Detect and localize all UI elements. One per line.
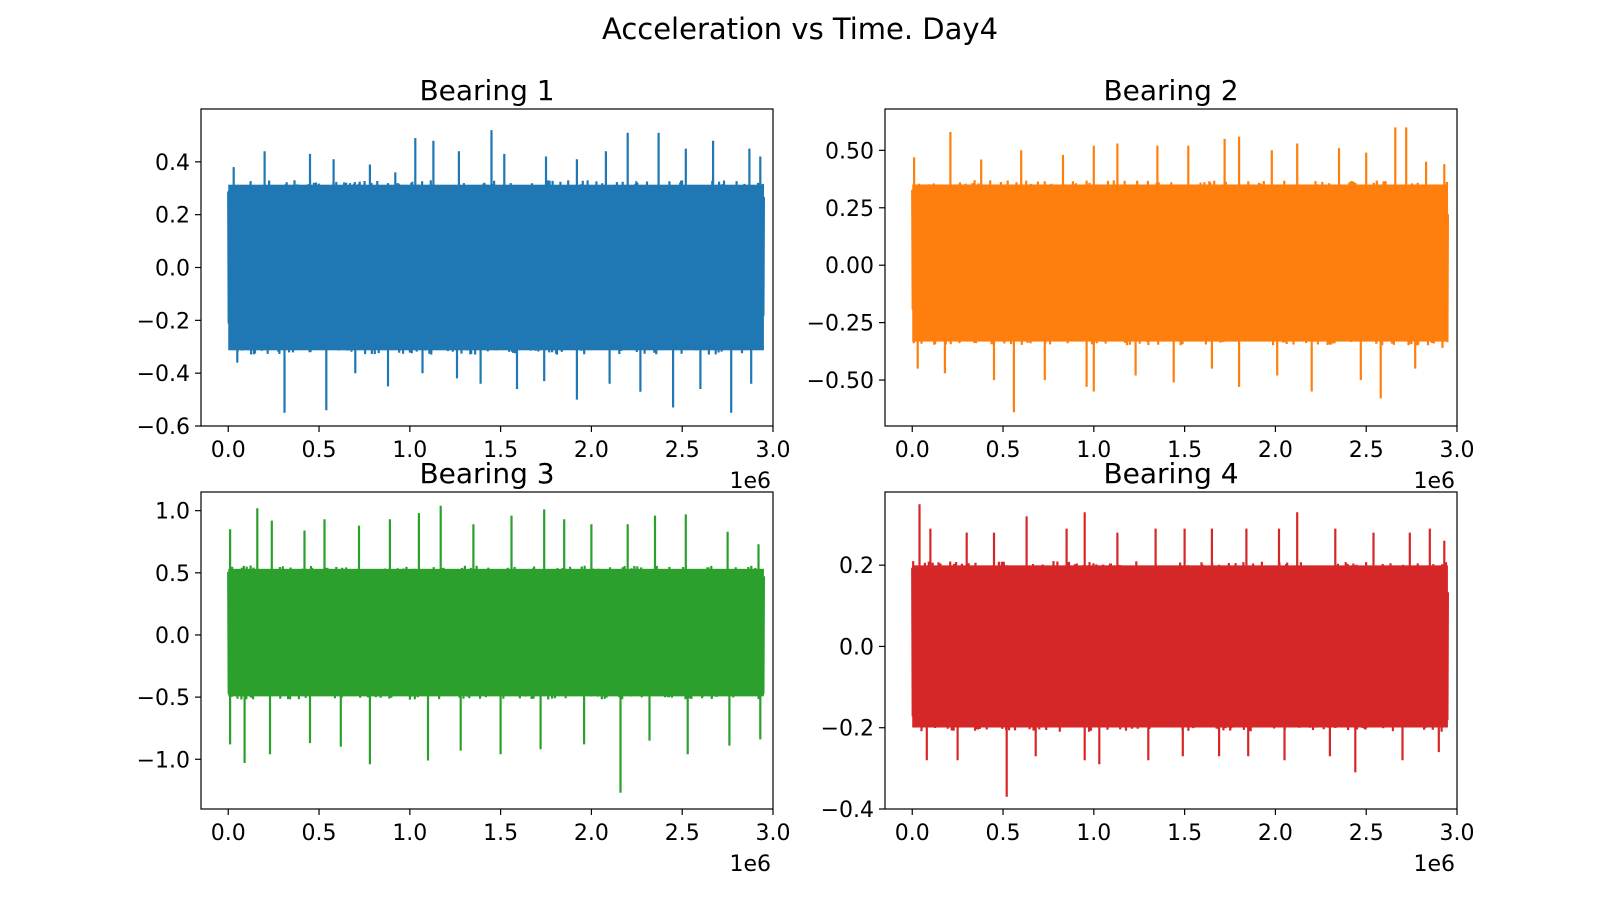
x-tick-label: 1.0 bbox=[1076, 821, 1111, 846]
subplot-title: Bearing 4 bbox=[1103, 457, 1238, 490]
x-tick-label: 3.0 bbox=[1440, 438, 1475, 463]
y-tick-label: 0.4 bbox=[155, 151, 190, 176]
x-tick-label: 2.0 bbox=[1258, 821, 1293, 846]
subplot-1: 0.0 0.5 1.0 1.5 2.0 2.5 3.0 −0.6 −0.4 −0.2 0.0 0.2 0… bbox=[137, 74, 791, 494]
x-tick-label: 2.0 bbox=[574, 438, 609, 463]
figure-title: Acceleration vs Time. Day4 bbox=[601, 12, 999, 46]
y-tick-label: −0.4 bbox=[137, 362, 190, 387]
y-tick-label: 0.2 bbox=[839, 554, 874, 579]
x-tick-label: 1.5 bbox=[483, 438, 518, 463]
subplot-title: Bearing 1 bbox=[419, 74, 554, 107]
signal-band-bearing-3 bbox=[228, 568, 764, 697]
x-tick-label: 0.5 bbox=[986, 821, 1021, 846]
x-tick-label: 1.5 bbox=[1167, 821, 1202, 846]
x-offset-label: 1e6 bbox=[729, 852, 771, 877]
y-tick-label: 0.50 bbox=[825, 139, 874, 164]
x-offset-label: 1e6 bbox=[729, 469, 771, 494]
x-tick-label: 3.0 bbox=[756, 438, 791, 463]
y-tick-label: −0.2 bbox=[137, 309, 190, 334]
y-tick-label: 0.0 bbox=[155, 257, 190, 282]
y-tick-label: 0.00 bbox=[825, 254, 874, 279]
x-tick-label: 2.0 bbox=[574, 821, 609, 846]
x-tick-label: 2.5 bbox=[665, 438, 700, 463]
y-tick-label: −0.5 bbox=[137, 686, 190, 711]
x-tick-label: 1.0 bbox=[392, 438, 427, 463]
x-tick-label: 0.0 bbox=[211, 821, 246, 846]
x-tick-label: 2.5 bbox=[1349, 821, 1384, 846]
y-tick-label: −1.0 bbox=[137, 748, 190, 773]
x-tick-label: 2.5 bbox=[1349, 438, 1384, 463]
x-tick-label: 0.5 bbox=[302, 438, 337, 463]
subplot-4: 0.0 0.5 1.0 1.5 2.0 2.5 3.0 −0.4 −0.2 0.0 0.2 Beari… bbox=[821, 457, 1475, 877]
axes-frame bbox=[200, 491, 774, 810]
x-tick-label: 1.5 bbox=[1167, 438, 1202, 463]
y-tick-label: 0.2 bbox=[155, 204, 190, 229]
y-tick-label: 0.0 bbox=[839, 635, 874, 660]
y-tick-label: −0.2 bbox=[821, 717, 874, 742]
x-tick-label: 0.0 bbox=[211, 438, 246, 463]
x-offset-label: 1e6 bbox=[1413, 469, 1455, 494]
subplot-3: 0.0 0.5 1.0 1.5 2.0 2.5 3.0 −1.0 −0.5 0.0 0.5 1.0 Be… bbox=[137, 457, 791, 877]
x-tick-label: 2.0 bbox=[1258, 438, 1293, 463]
y-tick-label: 0.25 bbox=[825, 197, 874, 222]
y-tick-label: −0.4 bbox=[821, 798, 874, 823]
x-tick-label: 1.5 bbox=[483, 821, 518, 846]
axes-frame bbox=[884, 491, 1458, 810]
y-tick-label: 0.0 bbox=[155, 624, 190, 649]
signal-band-bearing-1 bbox=[228, 184, 764, 351]
x-tick-label: 1.0 bbox=[1076, 438, 1111, 463]
x-tick-label: 3.0 bbox=[756, 821, 791, 846]
signal-band-bearing-2 bbox=[912, 184, 1448, 342]
x-tick-label: 2.5 bbox=[665, 821, 700, 846]
x-tick-label: 0.5 bbox=[986, 438, 1021, 463]
subplot-title: Bearing 2 bbox=[1103, 74, 1238, 107]
x-tick-label: 1.0 bbox=[392, 821, 427, 846]
y-tick-label: 1.0 bbox=[155, 500, 190, 525]
subplot-2: 0.0 0.5 1.0 1.5 2.0 2.5 3.0 −0.50 −0.25 0.00 0.25 0… bbox=[807, 74, 1475, 494]
x-tick-label: 0.5 bbox=[302, 821, 337, 846]
y-tick-label: 0.5 bbox=[155, 562, 190, 587]
x-tick-label: 0.0 bbox=[895, 438, 930, 463]
x-offset-label: 1e6 bbox=[1413, 852, 1455, 877]
subplot-title: Bearing 3 bbox=[419, 457, 554, 490]
y-tick-label: −0.50 bbox=[807, 369, 874, 394]
axes-frame bbox=[884, 108, 1458, 427]
signal-band-bearing-4 bbox=[912, 565, 1448, 728]
y-tick-label: −0.6 bbox=[137, 415, 190, 440]
x-tick-label: 3.0 bbox=[1440, 821, 1475, 846]
x-tick-label: 0.0 bbox=[895, 821, 930, 846]
y-tick-label: −0.25 bbox=[807, 312, 874, 337]
